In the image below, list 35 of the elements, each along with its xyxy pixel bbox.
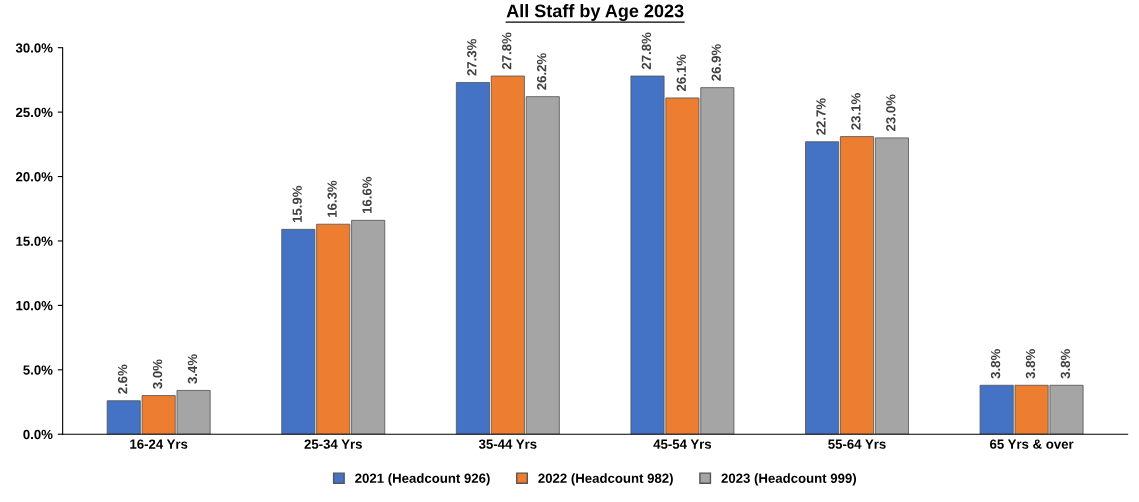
x-tick-label: 25-34 Yrs — [304, 439, 362, 449]
chart-title: All Staff by Age 2023 — [506, 4, 684, 21]
data-label: 16.3% — [327, 180, 337, 217]
data-label: 3.0% — [152, 359, 163, 389]
data-label: 27.8% — [502, 32, 512, 70]
data-label: 26.2% — [536, 53, 547, 90]
x-tick-label: 65 Yrs & over — [990, 439, 1074, 449]
data-label: 3.8% — [1060, 349, 1071, 379]
data-label: 3.8% — [990, 349, 1001, 379]
data-label: 2.6% — [117, 364, 128, 394]
data-label: 26.1% — [676, 54, 686, 92]
y-tick-label: 10.0% — [16, 300, 53, 311]
legend-label: 2023 (Headcount 999) — [721, 473, 857, 486]
data-label: 22.7% — [816, 98, 826, 135]
x-tick-label: 35-44 Yrs — [478, 439, 537, 449]
legend-label: 2021 (Headcount 926) — [355, 473, 490, 486]
data-label: 3.4% — [187, 354, 198, 384]
y-tick-label: 25.0% — [15, 107, 53, 118]
data-label: 27.8% — [641, 32, 652, 70]
y-tick-label: 30.0% — [15, 43, 53, 53]
data-label: 15.9% — [292, 185, 302, 223]
x-tick-label: 16-24 Yrs — [130, 439, 188, 449]
data-label: 23.1% — [851, 93, 861, 130]
y-tick-label: 20.0% — [15, 172, 53, 182]
legend-label: 2022 (Headcount 982) — [538, 473, 673, 486]
y-tick-label: 0.0% — [23, 429, 53, 440]
data-label: 3.8% — [1025, 349, 1036, 379]
data-label: 27.3% — [467, 38, 477, 76]
y-tick-label: 15.0% — [16, 236, 53, 246]
data-label: 26.9% — [711, 44, 721, 81]
x-tick-label: 55-64 Yrs — [828, 439, 886, 449]
y-tick-label: 5.0% — [23, 365, 53, 375]
x-tick-label: 45-54 Yrs — [653, 439, 712, 449]
data-label: 23.0% — [886, 94, 896, 131]
data-label: 16.6% — [362, 176, 372, 214]
